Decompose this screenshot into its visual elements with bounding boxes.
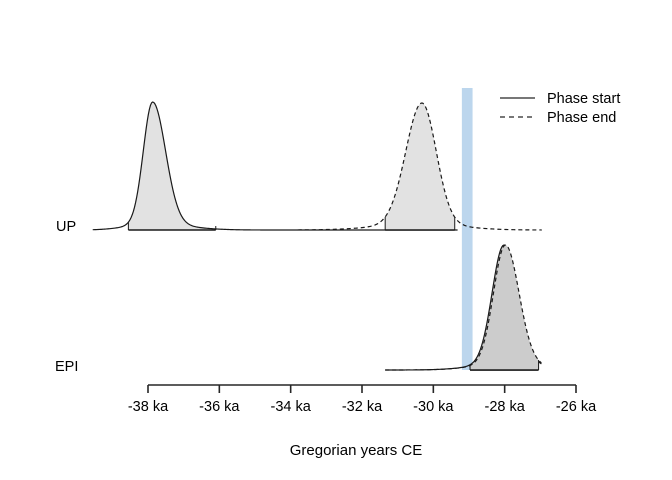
density-curve-up-phase-end <box>297 102 542 231</box>
x-tick-label: -38 ka <box>128 399 169 415</box>
x-tick-label: -32 ka <box>342 399 383 415</box>
legend-label-phase-start: Phase start <box>547 91 620 107</box>
x-tick-label: -34 ka <box>271 399 312 415</box>
x-tick-label: -28 ka <box>485 399 526 415</box>
row-label-up: UP <box>56 219 76 235</box>
x-tick-label: -36 ka <box>199 399 240 415</box>
x-tick-label: -30 ka <box>413 399 454 415</box>
hpd-fill <box>385 103 455 230</box>
plot-shapes: -38 ka -36 ka -34 ka -32 ka -30 ka -28 ka -26 … <box>92 88 597 415</box>
x-axis-title: Gregorian years CE <box>290 442 423 459</box>
legend: Phase start Phase end <box>500 91 620 126</box>
density-curve-epi-phase-end <box>385 244 542 371</box>
hpd-fill <box>470 245 539 370</box>
x-tick-label: -26 ka <box>556 399 597 415</box>
row-label-epi: EPI <box>55 359 78 375</box>
hpd-fill <box>128 102 216 230</box>
legend-label-phase-end: Phase end <box>547 110 616 126</box>
highlight-band <box>461 88 473 370</box>
